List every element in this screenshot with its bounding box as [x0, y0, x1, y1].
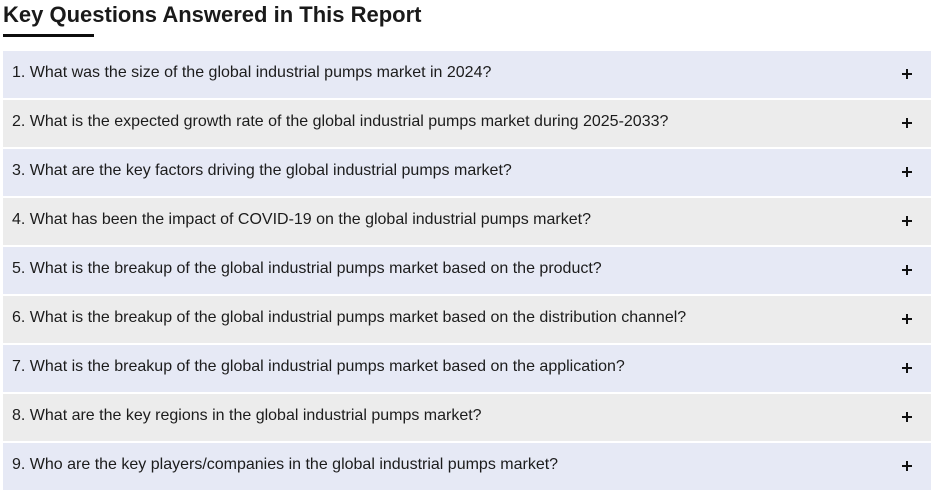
plus-icon[interactable]	[902, 215, 913, 227]
faq-item-6[interactable]: 6. What is the breakup of the global ind…	[3, 296, 931, 343]
faq-question: 8. What are the key regions in the globa…	[12, 406, 482, 424]
faq-question: 9. Who are the key players/companies in …	[12, 455, 559, 473]
faq-question: 2. What is the expected growth rate of t…	[12, 112, 669, 130]
faq-question: 4. What has been the impact of COVID-19 …	[12, 210, 591, 228]
plus-icon[interactable]	[902, 264, 913, 276]
plus-icon[interactable]	[902, 68, 913, 80]
faq-item-2[interactable]: 2. What is the expected growth rate of t…	[3, 100, 931, 147]
plus-icon[interactable]	[902, 166, 913, 178]
faq-question: 7. What is the breakup of the global ind…	[12, 357, 625, 375]
faq-question: 3. What are the key factors driving the …	[12, 161, 512, 179]
faq-question: 1. What was the size of the global indus…	[12, 63, 492, 81]
faq-question: 5. What is the breakup of the global ind…	[12, 259, 602, 277]
plus-icon[interactable]	[902, 362, 913, 374]
faq-item-1[interactable]: 1. What was the size of the global indus…	[3, 51, 931, 98]
page-title: Key Questions Answered in This Report	[3, 2, 422, 27]
faq-item-3[interactable]: 3. What are the key factors driving the …	[3, 149, 931, 196]
plus-icon[interactable]	[902, 117, 913, 129]
plus-icon[interactable]	[902, 411, 913, 423]
faq-item-9[interactable]: 9. Who are the key players/companies in …	[3, 443, 931, 490]
faq-question: 6. What is the breakup of the global ind…	[12, 308, 687, 326]
faq-list: 1. What was the size of the global indus…	[3, 51, 931, 492]
title-underline	[3, 34, 94, 37]
faq-item-7[interactable]: 7. What is the breakup of the global ind…	[3, 345, 931, 392]
plus-icon[interactable]	[902, 313, 913, 325]
faq-item-4[interactable]: 4. What has been the impact of COVID-19 …	[3, 198, 931, 245]
faq-item-8[interactable]: 8. What are the key regions in the globa…	[3, 394, 931, 441]
plus-icon[interactable]	[902, 460, 913, 472]
faq-item-5[interactable]: 5. What is the breakup of the global ind…	[3, 247, 931, 294]
